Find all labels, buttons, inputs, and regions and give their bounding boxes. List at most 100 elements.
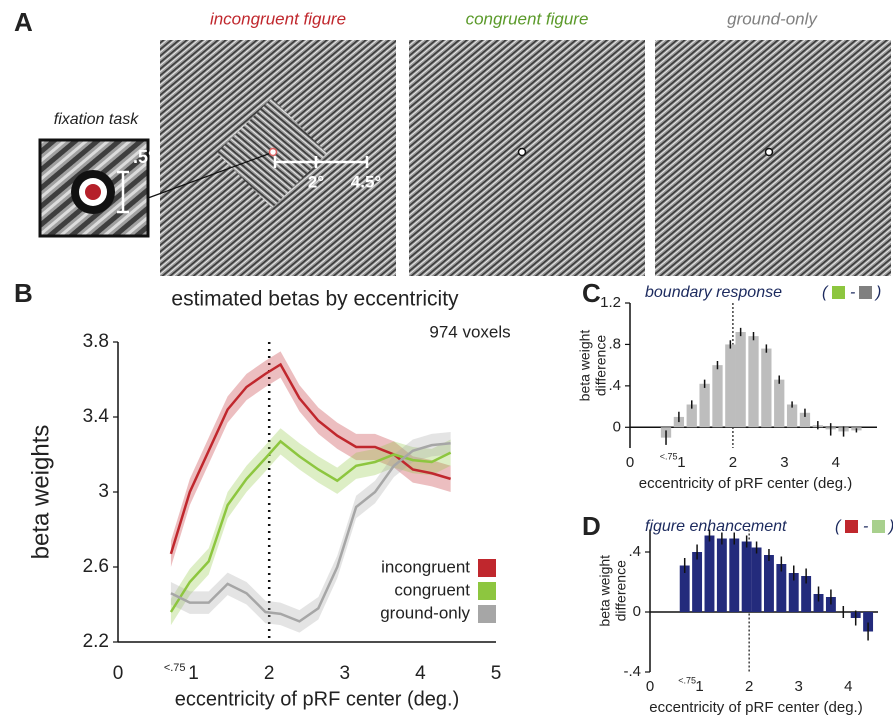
x-tick-label: 3 bbox=[340, 663, 351, 684]
series-line bbox=[169, 362, 451, 555]
panel-label: D bbox=[582, 511, 601, 541]
y-tick-label: 3 bbox=[98, 481, 109, 502]
x-tick-label: 3 bbox=[795, 678, 803, 695]
bar bbox=[813, 594, 824, 612]
y-tick-label: -.4 bbox=[623, 663, 641, 680]
y-axis-label: difference bbox=[613, 560, 629, 621]
x-tick-label: 1 bbox=[695, 678, 703, 695]
bar bbox=[748, 336, 759, 428]
y-axis-label: difference bbox=[593, 335, 609, 396]
x-tick-label: 3 bbox=[780, 454, 788, 471]
formula-swatch bbox=[872, 520, 885, 533]
y-axis-label: beta weight bbox=[597, 555, 613, 627]
scale-label: .5° bbox=[133, 147, 155, 167]
y-tick-label: 3.4 bbox=[83, 406, 110, 427]
stimulus-congruent bbox=[409, 40, 645, 276]
legend-label: ground-only bbox=[380, 603, 470, 622]
bar bbox=[776, 564, 787, 612]
bar bbox=[788, 573, 799, 612]
scale-bar bbox=[117, 170, 129, 214]
bar bbox=[686, 404, 697, 428]
x-tick-label: 1 bbox=[188, 663, 199, 684]
bar bbox=[712, 365, 723, 428]
legend-label: congruent bbox=[394, 580, 470, 599]
formula-text: ( bbox=[835, 518, 842, 535]
formula-text: ) bbox=[874, 284, 881, 301]
x-tick-label: 5 bbox=[491, 663, 502, 684]
y-tick-label: 0 bbox=[613, 418, 621, 435]
legend-label: incongruent bbox=[381, 557, 470, 576]
callout-line bbox=[147, 152, 272, 199]
fixation-point bbox=[517, 147, 527, 157]
y-axis-label: beta weights bbox=[27, 425, 54, 560]
x-tick-label: 0 bbox=[626, 454, 634, 471]
bar bbox=[716, 538, 727, 612]
fixation-dot bbox=[85, 184, 101, 200]
formula-text: ) bbox=[887, 518, 893, 535]
y-tick-label: 0 bbox=[633, 603, 641, 620]
y-tick-label: 1.2 bbox=[600, 294, 621, 311]
bar bbox=[725, 344, 736, 428]
formula-swatch bbox=[845, 520, 858, 533]
x-tick-label: <.75 bbox=[678, 675, 696, 685]
formula-text: - bbox=[850, 284, 855, 301]
bar bbox=[741, 541, 752, 612]
legend-swatch bbox=[478, 559, 496, 577]
radius-label: 4.5° bbox=[351, 172, 382, 191]
y-tick-label: 3.8 bbox=[83, 331, 109, 352]
formula-text: - bbox=[863, 518, 868, 535]
bar bbox=[761, 348, 772, 428]
formula-swatch bbox=[832, 286, 845, 299]
bar bbox=[751, 547, 762, 612]
condition-title: congruent figure bbox=[466, 9, 589, 28]
panel-label: A bbox=[14, 7, 33, 37]
bar bbox=[799, 412, 811, 428]
panel-label: C bbox=[582, 278, 601, 308]
series-line bbox=[170, 442, 451, 623]
formula-text: ( bbox=[822, 284, 829, 301]
error-band bbox=[170, 428, 451, 626]
error-band bbox=[170, 351, 451, 567]
bar bbox=[729, 538, 740, 612]
condition-title: ground-only bbox=[727, 9, 818, 28]
y-axis-label: beta weight bbox=[577, 330, 593, 402]
panel-label: B bbox=[14, 278, 33, 308]
annotation: 974 voxels bbox=[429, 322, 510, 341]
radius-label: 2° bbox=[308, 172, 324, 191]
radius-bar bbox=[273, 156, 369, 168]
y-tick-label: 2.2 bbox=[83, 631, 109, 652]
y-tick-label: .4 bbox=[628, 543, 641, 560]
x-axis-label: eccentricity of pRF center (deg.) bbox=[639, 475, 852, 492]
stimulus-ground bbox=[655, 40, 891, 276]
chart-title: figure enhancement bbox=[645, 518, 787, 535]
bar bbox=[735, 332, 746, 428]
bar bbox=[863, 612, 874, 632]
x-axis-label: eccentricity of pRF center (deg.) bbox=[175, 688, 460, 710]
bar bbox=[692, 552, 703, 612]
chart-title: estimated betas by eccentricity bbox=[171, 288, 459, 311]
x-tick-label: 1 bbox=[677, 454, 685, 471]
bar bbox=[679, 565, 690, 612]
bar bbox=[786, 404, 798, 428]
condition-title: incongruent figure bbox=[210, 9, 346, 28]
bar bbox=[704, 535, 715, 612]
x-tick-label: 2 bbox=[264, 663, 275, 684]
x-tick-label: 4 bbox=[415, 663, 426, 684]
y-tick-label: 2.6 bbox=[83, 556, 109, 577]
bar bbox=[801, 576, 812, 612]
x-tick-label: 2 bbox=[745, 678, 753, 695]
x-axis-label: eccentricity of pRF center (deg.) bbox=[649, 699, 862, 716]
fixation-point bbox=[764, 147, 774, 157]
y-tick-label: .8 bbox=[608, 335, 621, 352]
fixation-point bbox=[268, 147, 278, 157]
x-tick-label: 0 bbox=[113, 663, 124, 684]
fixation-label: fixation task bbox=[54, 111, 139, 128]
bar bbox=[699, 383, 710, 428]
x-tick-label: <.75 bbox=[660, 451, 678, 461]
bar bbox=[774, 379, 785, 428]
formula-swatch bbox=[859, 286, 872, 299]
y-tick-label: .4 bbox=[608, 377, 621, 394]
chart-title: boundary response bbox=[645, 284, 782, 301]
stimuli: .5° 2° 4.5° fixation task bbox=[38, 40, 891, 276]
